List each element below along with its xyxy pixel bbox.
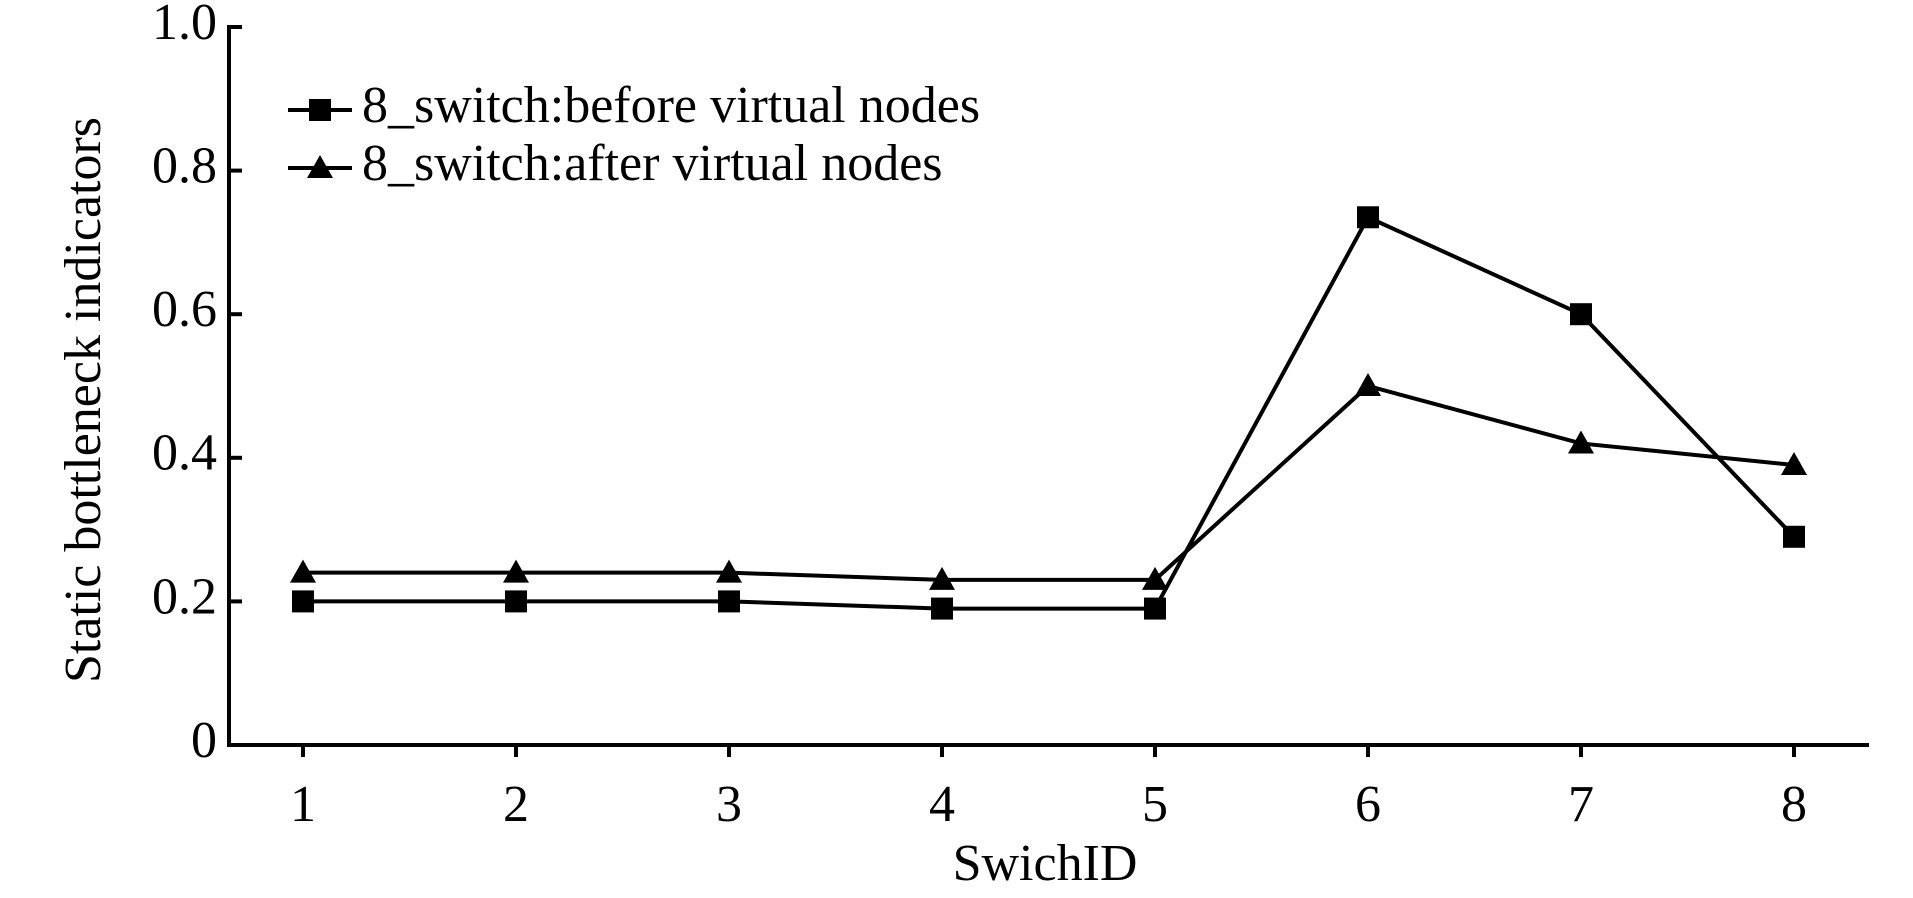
marker-triangle [1781, 451, 1807, 475]
marker-triangle [1142, 566, 1168, 590]
y-tick-label: 0.8 [152, 138, 217, 195]
legend-label: 8_switch:before virtual nodes [362, 77, 980, 134]
marker-square [1144, 597, 1166, 620]
x-tick-label: 6 [1355, 776, 1381, 833]
marker-square [1783, 525, 1805, 548]
series-line [303, 383, 1795, 582]
marker-square [1570, 303, 1592, 326]
marker-square [505, 590, 527, 613]
marker-triangle [929, 566, 955, 590]
x-axis-title: SwichID [953, 835, 1138, 892]
marker-triangle [1355, 373, 1381, 396]
y-tick-label: 0 [191, 712, 217, 769]
marker-triangle [307, 155, 333, 178]
y-tick-label: 1.0 [152, 0, 217, 51]
marker-triangle [716, 559, 742, 583]
x-tick-label: 1 [290, 776, 316, 833]
marker-square [309, 99, 331, 121]
x-tick-label: 8 [1781, 776, 1807, 833]
series-line [303, 214, 1796, 611]
marker-triangle [290, 559, 316, 583]
marker-triangle [1568, 430, 1594, 454]
marker-triangle [503, 559, 529, 583]
x-tick-label: 2 [503, 776, 529, 833]
marker-square [718, 590, 740, 613]
y-tick-label: 0.6 [152, 281, 217, 338]
x-tick-label: 7 [1568, 776, 1594, 833]
legend-label: 8_switch:after virtual nodes [362, 135, 943, 192]
marker-square [292, 590, 314, 613]
y-tick-label: 0.2 [152, 568, 217, 625]
marker-square [931, 597, 953, 620]
marker-square [1357, 206, 1379, 229]
y-tick-label: 0.4 [152, 425, 217, 482]
x-tick-label: 3 [716, 776, 742, 833]
x-tick-label: 5 [1142, 776, 1168, 833]
x-tick-label: 4 [929, 776, 955, 833]
y-axis-title: Static bottleneck indicators [55, 117, 112, 683]
